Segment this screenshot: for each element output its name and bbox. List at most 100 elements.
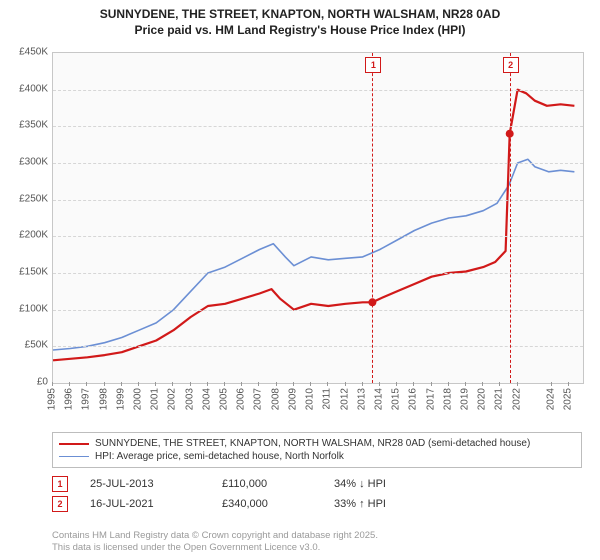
x-tick-mark	[345, 382, 346, 386]
legend-label: SUNNYDENE, THE STREET, KNAPTON, NORTH WA…	[95, 438, 530, 449]
sales-row-price: £340,000	[222, 498, 312, 510]
y-tick-label: £0	[0, 377, 48, 388]
sales-row-price: £110,000	[222, 478, 312, 490]
x-tick-label: 2008	[270, 388, 281, 410]
legend-item: SUNNYDENE, THE STREET, KNAPTON, NORTH WA…	[59, 437, 575, 450]
gridline	[53, 310, 583, 311]
series-line-price_paid	[53, 90, 574, 361]
chart-lines	[53, 53, 583, 383]
sales-row: 216-JUL-2021£340,00033% ↑ HPI	[52, 494, 424, 514]
x-tick-label: 2001	[150, 388, 161, 410]
x-tick-mark	[276, 382, 277, 386]
x-tick-label: 2011	[322, 388, 333, 410]
chart: £0 £50K £100K £150K £200K £250K £300K £350K £400…	[0, 44, 600, 424]
sales-row-date: 25-JUL-2013	[90, 478, 200, 490]
x-tick-label: 2021	[494, 388, 505, 410]
gridline	[53, 346, 583, 347]
x-tick-mark	[465, 382, 466, 386]
x-tick-label: 1997	[81, 388, 92, 410]
y-tick-label: £300K	[0, 157, 48, 168]
sale-marker-index: 2	[503, 57, 519, 73]
x-tick-mark	[448, 382, 449, 386]
title-line-2: Price paid vs. HM Land Registry's House …	[10, 22, 590, 38]
x-tick-label: 1995	[47, 388, 58, 410]
x-tick-label: 2014	[373, 388, 384, 410]
legend: SUNNYDENE, THE STREET, KNAPTON, NORTH WA…	[52, 432, 582, 468]
x-tick-mark	[431, 382, 432, 386]
sales-row-index: 2	[52, 496, 68, 512]
y-tick-label: £50K	[0, 340, 48, 351]
title-line-1: SUNNYDENE, THE STREET, KNAPTON, NORTH WA…	[10, 6, 590, 22]
x-tick-mark	[413, 382, 414, 386]
x-tick-mark	[190, 382, 191, 386]
x-tick-label: 2003	[184, 388, 195, 410]
x-tick-label: 2010	[305, 388, 316, 410]
y-tick-label: £350K	[0, 120, 48, 131]
sale-marker-index: 1	[365, 57, 381, 73]
x-tick-label: 2015	[391, 388, 402, 410]
chart-title: SUNNYDENE, THE STREET, KNAPTON, NORTH WA…	[0, 0, 600, 38]
x-tick-mark	[52, 382, 53, 386]
x-tick-mark	[155, 382, 156, 386]
legend-item: HPI: Average price, semi-detached house,…	[59, 450, 575, 463]
x-tick-label: 2024	[546, 388, 557, 410]
y-tick-label: £450K	[0, 47, 48, 58]
x-tick-label: 2020	[477, 388, 488, 410]
x-tick-mark	[517, 382, 518, 386]
x-tick-mark	[362, 382, 363, 386]
x-tick-label: 2007	[253, 388, 264, 410]
x-tick-label: 2022	[511, 388, 522, 410]
sale-marker-line	[372, 53, 373, 383]
x-tick-mark	[207, 382, 208, 386]
x-tick-label: 2005	[219, 388, 230, 410]
footer-line-2: This data is licensed under the Open Gov…	[52, 542, 378, 554]
legend-swatch	[59, 443, 89, 445]
x-tick-mark	[86, 382, 87, 386]
y-tick-label: £250K	[0, 193, 48, 204]
y-tick-label: £400K	[0, 83, 48, 94]
x-tick-mark	[172, 382, 173, 386]
x-tick-label: 2025	[563, 388, 574, 410]
x-tick-mark	[551, 382, 552, 386]
x-tick-mark	[121, 382, 122, 386]
x-tick-mark	[310, 382, 311, 386]
x-tick-label: 2019	[459, 388, 470, 410]
gridline	[53, 163, 583, 164]
x-tick-label: 2016	[408, 388, 419, 410]
sale-marker-line	[510, 53, 511, 383]
x-tick-mark	[499, 382, 500, 386]
legend-label: HPI: Average price, semi-detached house,…	[95, 451, 344, 462]
x-tick-mark	[293, 382, 294, 386]
x-tick-mark	[568, 382, 569, 386]
x-tick-mark	[104, 382, 105, 386]
x-tick-mark	[138, 382, 139, 386]
x-tick-mark	[258, 382, 259, 386]
x-tick-label: 1999	[115, 388, 126, 410]
x-tick-label: 2012	[339, 388, 350, 410]
x-tick-label: 1996	[64, 388, 75, 410]
x-tick-mark	[224, 382, 225, 386]
y-tick-label: £100K	[0, 303, 48, 314]
x-tick-mark	[241, 382, 242, 386]
x-tick-label: 2004	[201, 388, 212, 410]
x-tick-label: 2017	[425, 388, 436, 410]
gridline	[53, 236, 583, 237]
x-tick-label: 2013	[356, 388, 367, 410]
gridline	[53, 200, 583, 201]
x-tick-mark	[396, 382, 397, 386]
x-tick-label: 2018	[442, 388, 453, 410]
legend-swatch	[59, 456, 89, 457]
gridline	[53, 273, 583, 274]
y-tick-label: £150K	[0, 267, 48, 278]
y-tick-label: £200K	[0, 230, 48, 241]
gridline	[53, 126, 583, 127]
x-tick-mark	[69, 382, 70, 386]
sales-table: 125-JUL-2013£110,00034% ↓ HPI216-JUL-202…	[52, 474, 424, 514]
plot-area: 12	[52, 52, 584, 384]
series-line-hpi	[53, 159, 574, 350]
footer-line-1: Contains HM Land Registry data © Crown c…	[52, 530, 378, 542]
sales-row-pct: 34% ↓ HPI	[334, 478, 424, 490]
x-tick-label: 2002	[167, 388, 178, 410]
sales-row: 125-JUL-2013£110,00034% ↓ HPI	[52, 474, 424, 494]
x-tick-mark	[379, 382, 380, 386]
